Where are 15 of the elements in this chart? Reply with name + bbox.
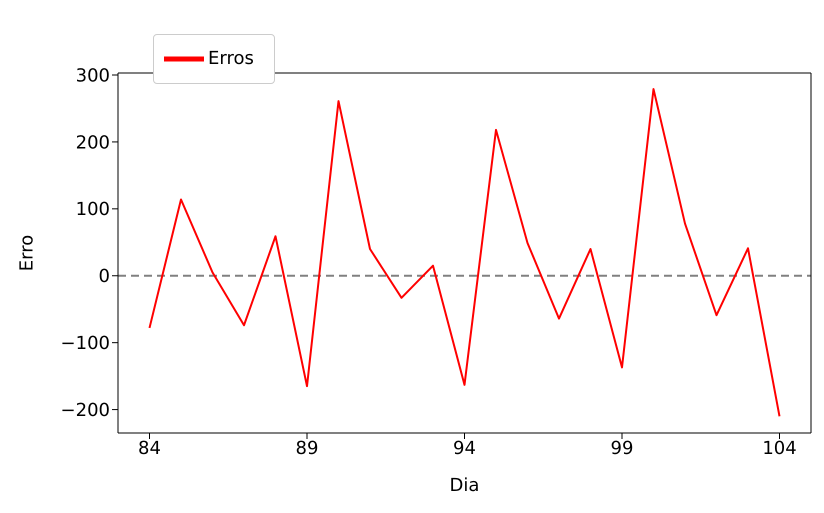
line-series bbox=[148, 88, 780, 418]
y-tick-label: 300 bbox=[76, 65, 110, 86]
x-tick-label: 89 bbox=[296, 438, 318, 459]
x-tick-label: 84 bbox=[138, 438, 161, 459]
y-axis-title: Erro bbox=[16, 234, 38, 272]
y-tick-label: 200 bbox=[76, 132, 110, 154]
x-tick-label: 104 bbox=[762, 438, 797, 459]
y-tick-label: −100 bbox=[60, 333, 110, 354]
x-axis-title: Dia bbox=[450, 475, 480, 496]
y-tick-label: 100 bbox=[76, 199, 110, 220]
y-tick-label: −200 bbox=[60, 400, 110, 421]
y-tick-label: 0 bbox=[98, 266, 110, 288]
legend-label: Erros bbox=[208, 48, 254, 69]
x-tick-label: 99 bbox=[610, 438, 634, 459]
x-tick-label: 94 bbox=[453, 438, 476, 459]
